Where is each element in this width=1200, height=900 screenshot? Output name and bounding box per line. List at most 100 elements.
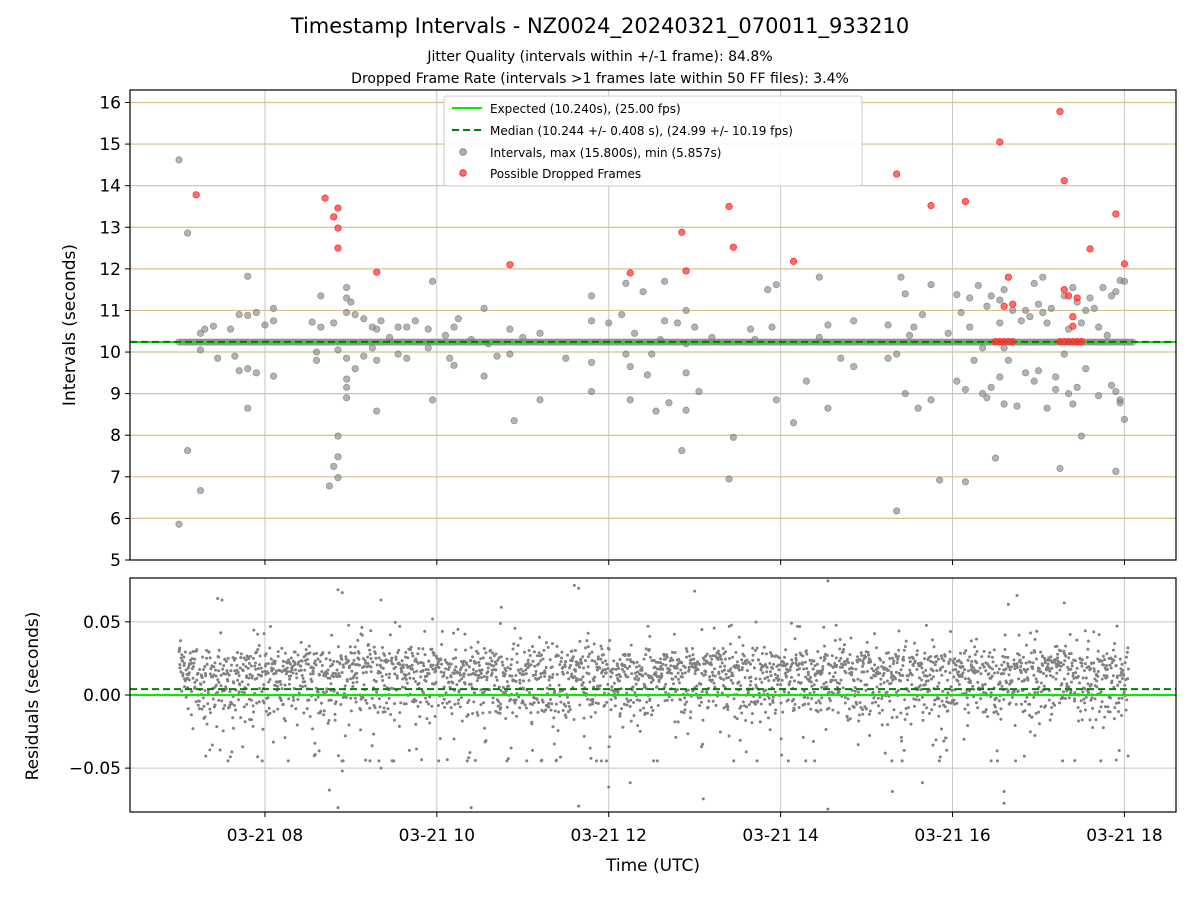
residual-point [700,690,704,694]
residual-point [460,719,464,723]
residual-point [463,648,467,652]
residual-point [534,673,538,677]
residual-point [860,653,864,657]
residual-point [786,759,790,763]
residual-point [414,699,418,703]
dropped-frame-point [334,224,342,232]
residual-point [506,684,510,688]
residual-point [224,687,228,691]
residual-point [205,648,209,652]
residual-point [330,662,334,666]
residual-point [849,636,853,640]
residual-point [1055,665,1059,669]
residual-point [874,700,878,704]
residual-point [579,677,583,681]
interval-point [897,273,905,281]
residual-point [1122,673,1126,677]
residual-point [182,685,186,689]
residual-point [1063,696,1067,700]
residual-point [1050,712,1054,716]
residual-point [333,718,337,722]
residual-point [388,652,392,656]
residual-point [557,710,561,714]
residual-point [824,727,828,731]
residual-point [492,654,496,658]
residual-point [650,705,654,709]
residual-point [772,678,776,682]
residual-point [561,665,565,669]
residual-point [625,691,629,695]
interval-point [183,447,192,455]
residual-point [287,682,291,686]
residual-point [252,710,256,714]
residual-point [511,647,515,651]
residual-point [404,673,408,677]
residual-point [477,673,481,677]
residual-point [1064,644,1068,648]
residual-point [816,710,820,714]
dropped-frame-point [1069,322,1077,330]
residual-point [573,648,577,652]
residual-point [979,697,983,701]
residual-point [669,664,673,668]
residual-point [1096,670,1100,674]
residual-point [1058,701,1062,705]
interval-point [622,350,630,358]
residual-point [1080,658,1084,662]
residual-point [687,665,691,669]
residual-point [1075,666,1079,670]
residual-point [290,668,294,672]
residual-point [1050,666,1054,670]
residual-point [746,691,750,695]
residual-point [670,650,674,654]
residual-point [763,697,767,701]
residual-point [688,654,692,658]
residual-point [1083,701,1087,705]
interval-point [1052,373,1060,381]
residual-point [518,681,522,685]
residual-point [663,685,667,689]
residual-point [418,700,422,704]
residual-point [524,706,528,710]
residual-point [239,716,243,720]
residual-point [679,668,683,672]
residual-point [947,700,951,704]
residual-point [1015,666,1019,670]
residual-point [400,670,404,674]
residual-point [838,638,842,642]
residual-point [850,673,854,677]
residual-point [395,674,399,678]
residual-point [1047,656,1051,660]
interval-point [493,352,501,360]
residual-point [421,647,425,651]
dropped-frame-point [1009,338,1017,346]
residual-point [235,668,239,672]
residual-point [903,645,907,649]
interval-point [244,311,252,320]
residual-point [640,668,644,672]
residual-point [920,678,924,682]
interval-point [252,308,260,317]
residual-point [918,683,922,687]
residual-point [1126,646,1130,650]
residual-point [749,662,753,666]
interval-point [725,475,733,483]
residual-point [282,716,286,720]
residual-point [489,663,493,667]
residual-point [371,660,375,664]
residual-point [387,676,391,680]
interval-point [373,325,381,333]
residual-point [1029,651,1033,655]
residual-point [295,723,299,727]
residual-point [491,651,495,655]
residual-point [638,708,642,712]
residual-point [920,695,924,699]
residual-point [1043,658,1047,662]
residual-point [251,704,255,708]
residual-point [1049,655,1053,659]
residuals-plot-frame [129,577,1177,813]
residual-point [856,743,860,747]
residual-point [1092,661,1096,665]
residual-point [660,674,664,678]
